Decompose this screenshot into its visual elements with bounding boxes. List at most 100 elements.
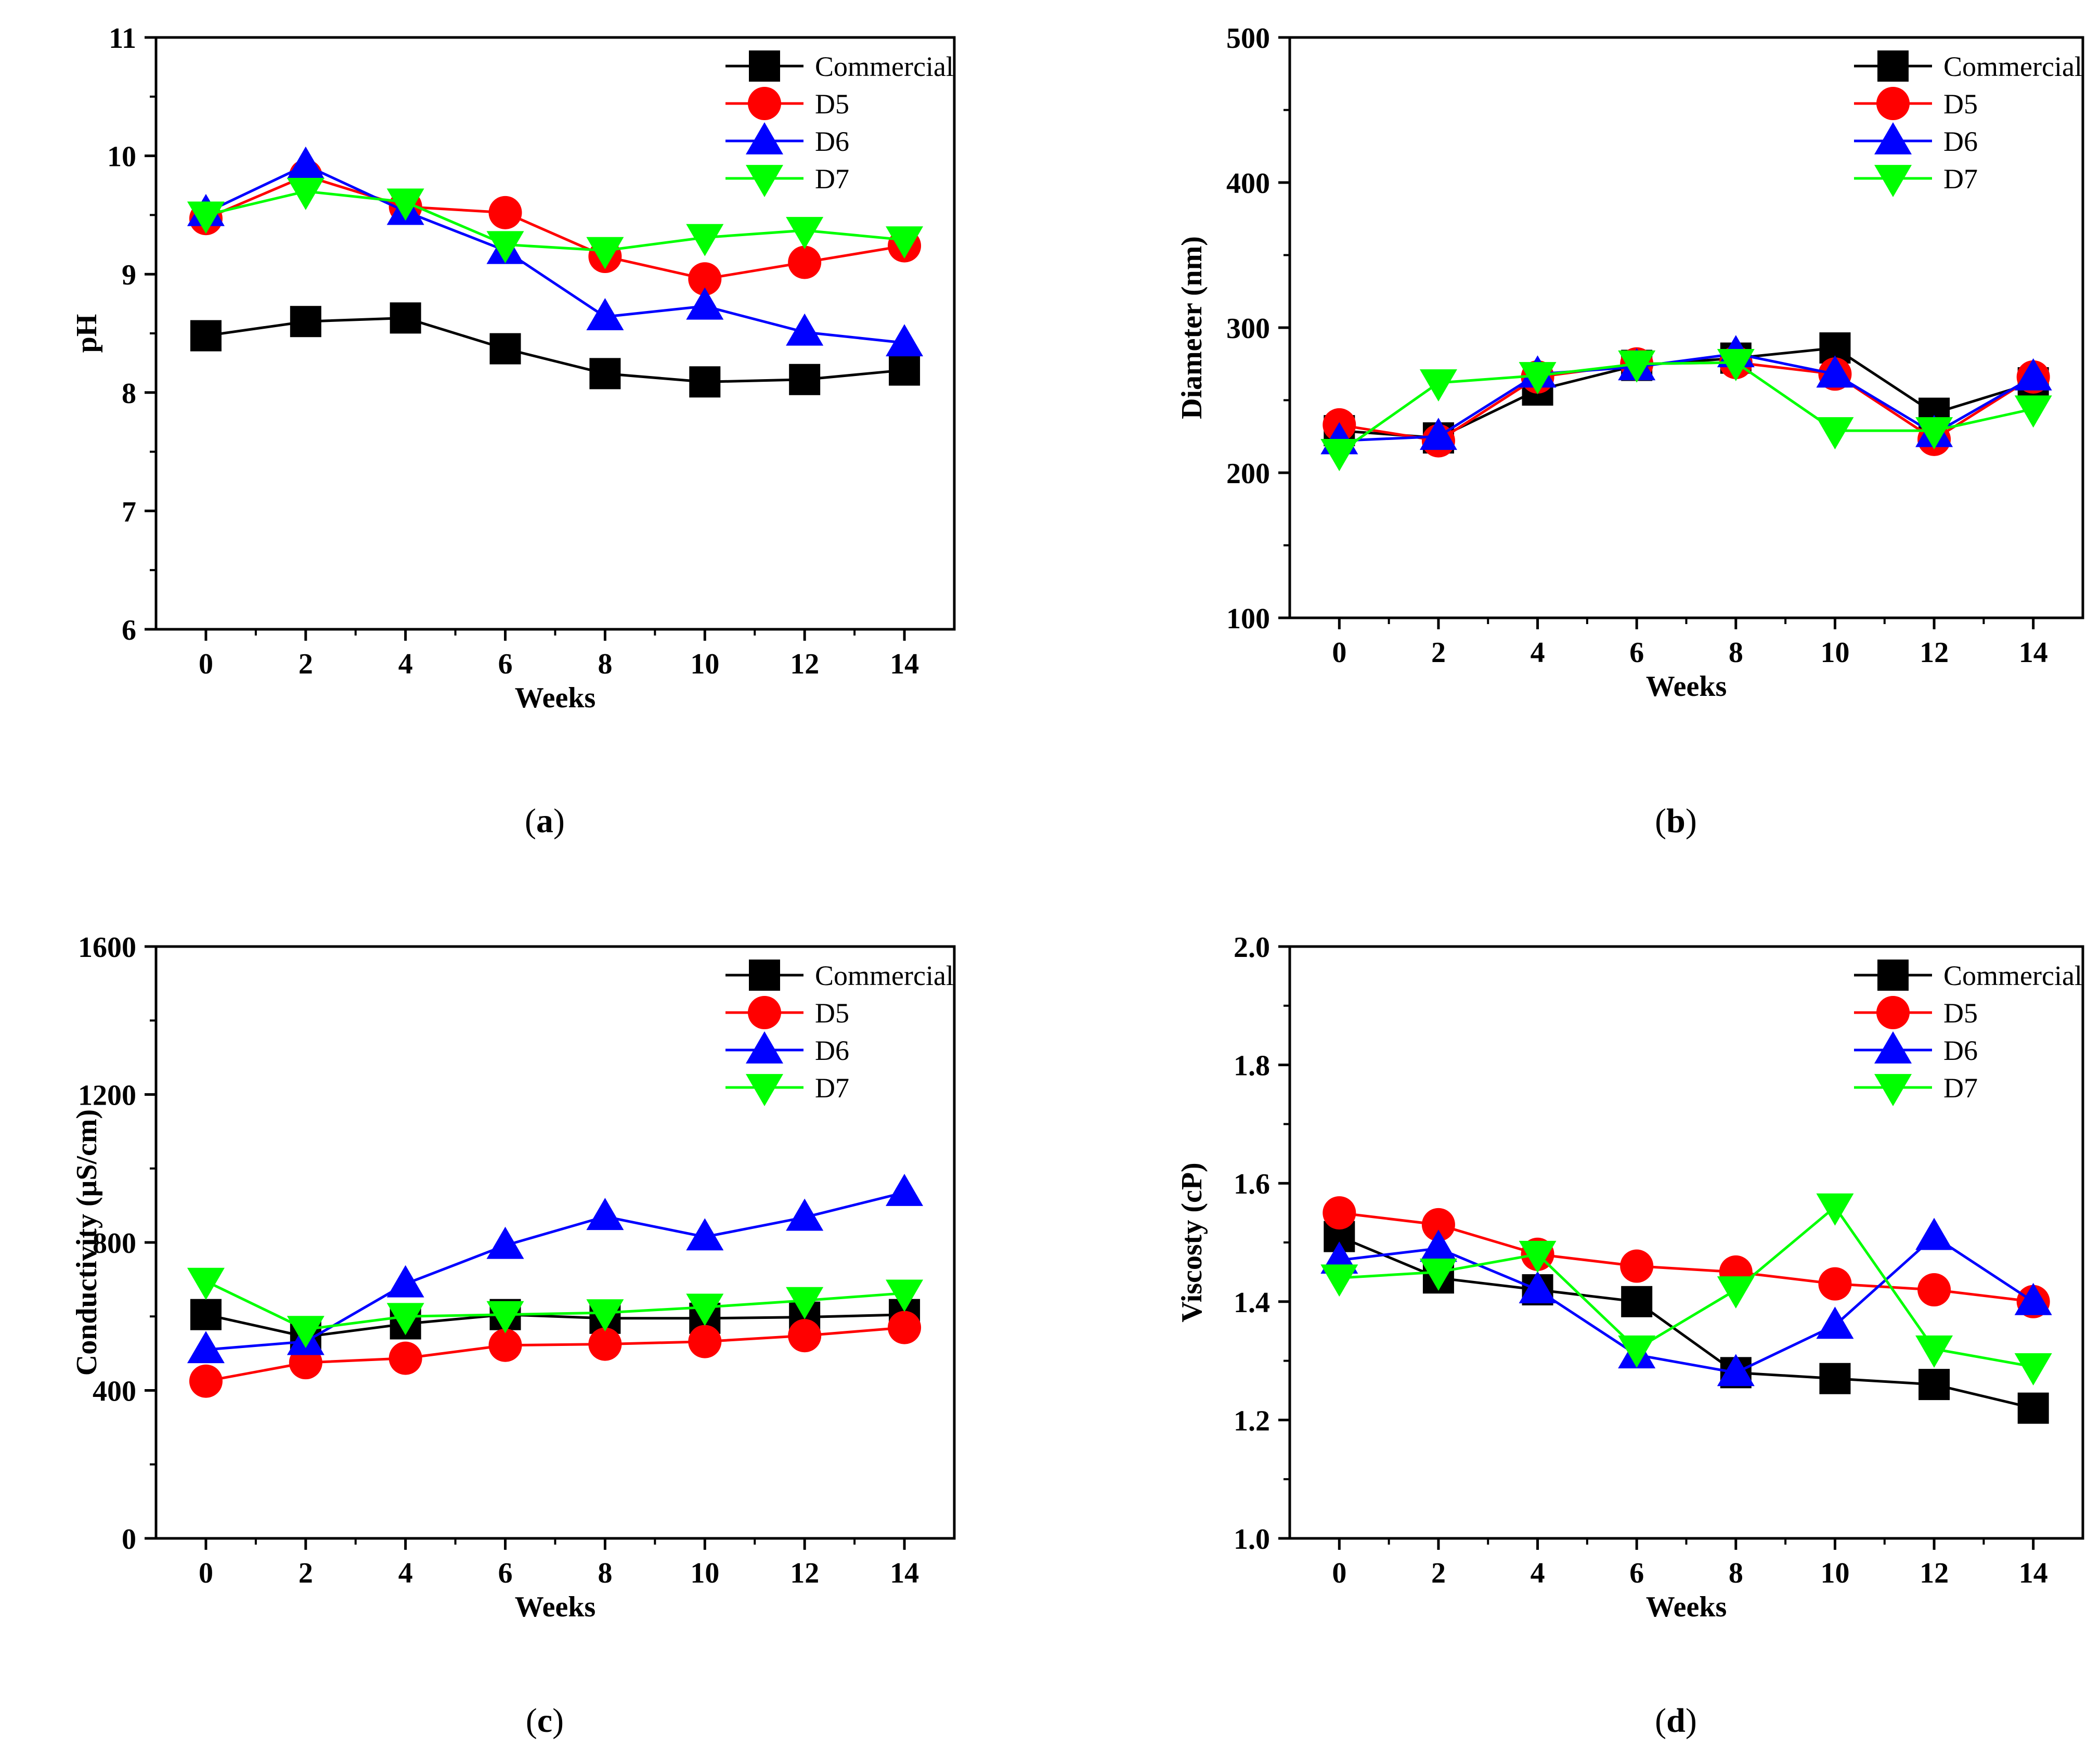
data-point — [486, 1226, 524, 1259]
data-point — [1915, 1335, 1953, 1368]
data-point — [586, 237, 624, 269]
x-tick-label: 2 — [299, 648, 313, 680]
data-point — [386, 188, 424, 221]
panel-label-close: ) — [1686, 1702, 1697, 1740]
data-point — [588, 1327, 622, 1361]
data-point — [689, 366, 721, 398]
legend: Commercial D5 D6 D7 — [1854, 50, 2082, 197]
legend-marker — [746, 1074, 783, 1106]
legend-label: Commercial — [815, 51, 954, 82]
data-point — [2014, 1353, 2052, 1385]
legend-item: D7 — [725, 163, 849, 197]
data-point — [788, 1319, 822, 1353]
series-line — [1339, 352, 2034, 443]
x-tick-label: 4 — [398, 648, 413, 680]
legend-item: D6 — [1854, 122, 1978, 157]
data-point — [388, 1341, 422, 1375]
legend-label: Commercial — [815, 960, 954, 991]
y-tick-label: 11 — [109, 22, 136, 55]
x-tick-label: 6 — [1629, 637, 1644, 669]
x-tick-label: 6 — [498, 648, 513, 680]
data-point — [1519, 1271, 1557, 1303]
x-tick-label: 0 — [1332, 637, 1346, 669]
y-tick-label: 7 — [122, 496, 136, 528]
chart-panel-a: 0 2 4 6 8 10 12 14 6 7 8 9 10 11 Weeks pH Commercial D5 D6… — [71, 22, 956, 840]
panel-label-open: ( — [525, 802, 536, 840]
x-tick-label: 8 — [598, 648, 612, 680]
legend: Commercial D5 D6 D7 — [725, 960, 954, 1106]
data-point — [1320, 1264, 1358, 1297]
series-line — [1338, 361, 2034, 454]
legend-item: D5 — [725, 87, 849, 120]
legend-label: D6 — [815, 1035, 849, 1066]
chart-panel-d: 0 2 4 6 8 10 12 14 1.0 1.2 1.4 1.6 1.8 2.0 Weeks Viscos… — [1176, 931, 2084, 1740]
legend-label: D6 — [1943, 1035, 1978, 1066]
x-tick-label: 2 — [299, 1557, 313, 1589]
y-axis-title: Conductivity (μS/cm) — [71, 1109, 103, 1376]
legend-label: D7 — [815, 1072, 849, 1104]
data-point — [1816, 1193, 1854, 1226]
x-tick-label: 4 — [1531, 637, 1545, 669]
data-point — [2014, 358, 2052, 391]
x-tick-label: 12 — [790, 648, 819, 680]
legend: Commercial D5 D6 D7 — [725, 50, 954, 197]
x-tick-label: 2 — [1431, 637, 1446, 669]
data-point — [1618, 350, 1656, 383]
data-point — [287, 1316, 325, 1349]
data-point — [1620, 1249, 1654, 1283]
legend-item: D6 — [725, 122, 849, 157]
legend-marker — [748, 87, 781, 120]
x-tick-label: 8 — [1729, 637, 1743, 669]
panel-label-letter: c — [537, 1702, 552, 1740]
data-point — [1519, 1240, 1557, 1273]
legend-marker — [749, 960, 780, 991]
x-tick-label: 6 — [498, 1557, 513, 1589]
y-tick-label: 2.0 — [1234, 931, 1270, 964]
data-point — [786, 1198, 824, 1231]
data-point — [686, 1293, 724, 1326]
data-point — [1419, 1258, 1457, 1291]
panel-label-letter: a — [536, 802, 553, 840]
series-line — [205, 1326, 905, 1383]
panel-label-letter: b — [1666, 802, 1686, 840]
legend: Commercial D5 D6 D7 — [1854, 960, 2082, 1106]
panel-label-open: ( — [1655, 1702, 1666, 1740]
series-line — [1339, 1235, 2034, 1374]
legend-label: Commercial — [1943, 960, 2082, 991]
y-tick-label: 10 — [107, 141, 136, 173]
x-tick-label: 10 — [690, 648, 719, 680]
y-axis-title: pH — [71, 314, 103, 353]
data-point — [2017, 1392, 2049, 1424]
data-point — [1419, 369, 1457, 402]
panel-label: (c) — [526, 1702, 564, 1740]
data-point — [489, 333, 521, 365]
legend-label: D5 — [1943, 997, 1978, 1029]
y-axis-title: Viscosty (cP) — [1176, 1162, 1208, 1322]
legend-item: D5 — [1854, 87, 1978, 120]
legend-item: D7 — [1854, 163, 1978, 197]
y-tick-label: 400 — [1226, 167, 1270, 200]
data-point — [2014, 395, 2052, 428]
x-axis-title: Weeks — [1646, 1591, 1727, 1623]
legend-label: D6 — [1943, 126, 1978, 157]
data-point — [1717, 349, 1755, 381]
x-tick-label: 10 — [690, 1557, 719, 1589]
legend-marker — [1876, 87, 1910, 120]
plot-frame — [1288, 36, 2084, 619]
y-tick-label: 300 — [1226, 313, 1270, 345]
data-point — [1421, 1208, 1455, 1241]
data-point — [488, 1328, 522, 1362]
legend-label: D5 — [1943, 88, 1978, 120]
y-tick-label: 1.8 — [1234, 1050, 1270, 1082]
y-tick-label: 9 — [122, 259, 136, 291]
x-tick-label: 14 — [2019, 1557, 2048, 1589]
y-tick-label: 6 — [122, 614, 136, 646]
y-tick-label: 1.6 — [1234, 1168, 1270, 1200]
legend-label: D5 — [815, 997, 849, 1029]
y-tick-label: 200 — [1226, 458, 1270, 490]
y-tick-label: 1.2 — [1234, 1405, 1270, 1437]
data-point — [486, 1301, 524, 1333]
legend-item: D7 — [725, 1072, 849, 1106]
data-point — [1915, 417, 1953, 450]
legend-marker — [749, 50, 780, 82]
